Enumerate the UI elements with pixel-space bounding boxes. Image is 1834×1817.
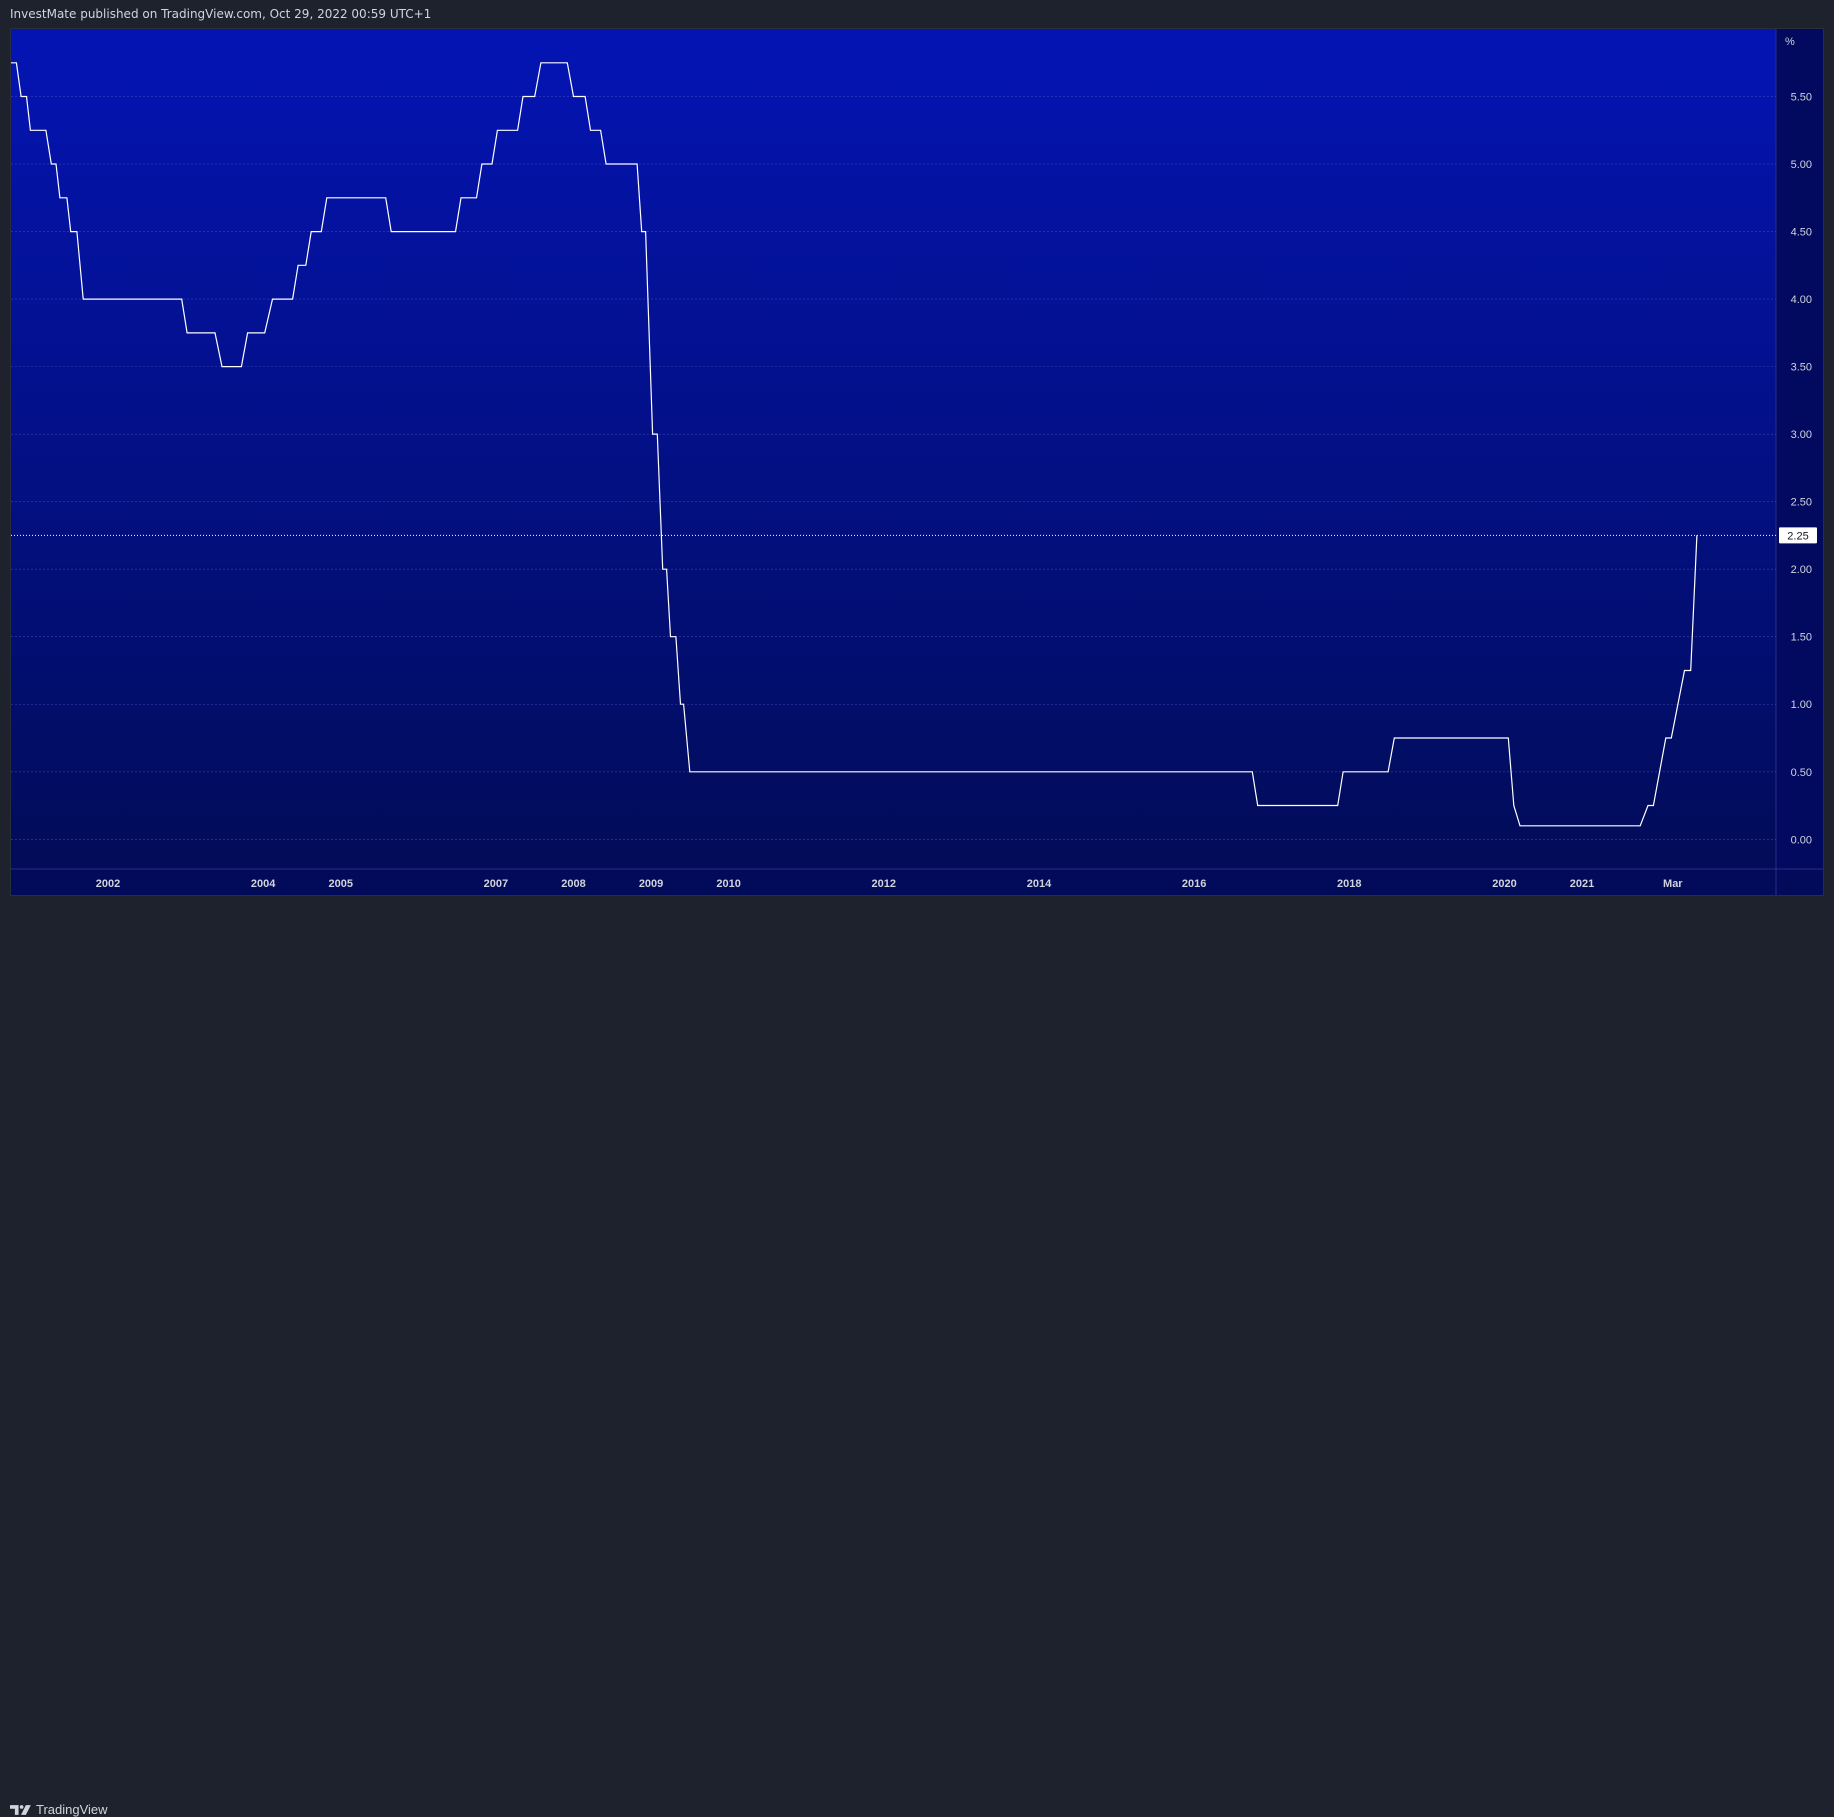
publisher-caption: InvestMate published on TradingView.com,… — [10, 7, 432, 21]
x-tick-label: 2007 — [484, 878, 508, 890]
footer: TradingView — [0, 896, 1834, 1817]
y-tick-label: 1.00 — [1791, 699, 1812, 711]
time-axis-background — [11, 869, 1823, 895]
x-tick-label: 2008 — [561, 878, 585, 890]
y-tick-label: 2.00 — [1791, 564, 1812, 576]
chart-frame[interactable]: 0.00 0.50 1.00 1.50 2.00 2.50 3.00 3.50 4.00 4.50… — [10, 28, 1824, 896]
y-tick-label: 0.50 — [1791, 767, 1812, 779]
y-tick-label: 5.50 — [1791, 92, 1812, 104]
x-tick-label: 2016 — [1182, 878, 1206, 890]
y-axis-tick-labels: 0.00 0.50 1.00 1.50 2.00 2.50 3.00 3.50 4.00 4.50… — [1791, 92, 1812, 847]
x-tick-label: Mar — [1663, 878, 1683, 890]
x-tick-label: 2021 — [1570, 878, 1594, 890]
series-line — [11, 62, 1698, 827]
x-tick-label: 2005 — [328, 878, 352, 890]
x-tick-label: 2014 — [1027, 878, 1052, 890]
last-value-badge-box — [1779, 527, 1817, 544]
y-tick-label: 2.50 — [1791, 497, 1812, 509]
x-tick-label: 2009 — [639, 878, 663, 890]
y-tick-label: 0.00 — [1791, 834, 1812, 846]
x-tick-label: 2012 — [872, 878, 896, 890]
y-tick-label: 3.00 — [1791, 429, 1812, 441]
x-tick-label: 2020 — [1492, 878, 1516, 890]
y-tick-label: 5.00 — [1791, 159, 1812, 171]
x-tick-label: 2010 — [716, 878, 740, 890]
line-chart[interactable]: 0.00 0.50 1.00 1.50 2.00 2.50 3.00 3.50 4.00 4.50… — [11, 29, 1823, 895]
x-tick-label: 2004 — [251, 878, 276, 890]
x-axis-tick-labels: 2002 2004 2005 2007 2008 2009 2010 2012 2014 2016… — [96, 878, 1684, 890]
x-tick-label: 2018 — [1337, 878, 1361, 890]
tradingview-logo[interactable]: TradingView — [10, 1802, 108, 1817]
y-tick-label: 1.50 — [1791, 632, 1812, 644]
y-tick-label: 4.00 — [1791, 294, 1812, 306]
tradingview-logo-icon — [10, 1804, 31, 1815]
y-tick-label: 4.50 — [1791, 227, 1812, 239]
x-tick-label: 2002 — [96, 878, 120, 890]
tradingview-brand-text: TradingView — [36, 1802, 108, 1817]
last-value-badge: 2.25 — [1779, 527, 1817, 544]
price-axis-background — [1776, 29, 1823, 869]
last-value-badge-text: 2.25 — [1787, 530, 1808, 542]
plot-background — [11, 29, 1776, 869]
y-axis-unit-label: % — [1785, 36, 1795, 48]
y-tick-label: 3.50 — [1791, 362, 1812, 374]
top-bar: InvestMate published on TradingView.com,… — [0, 0, 1834, 28]
